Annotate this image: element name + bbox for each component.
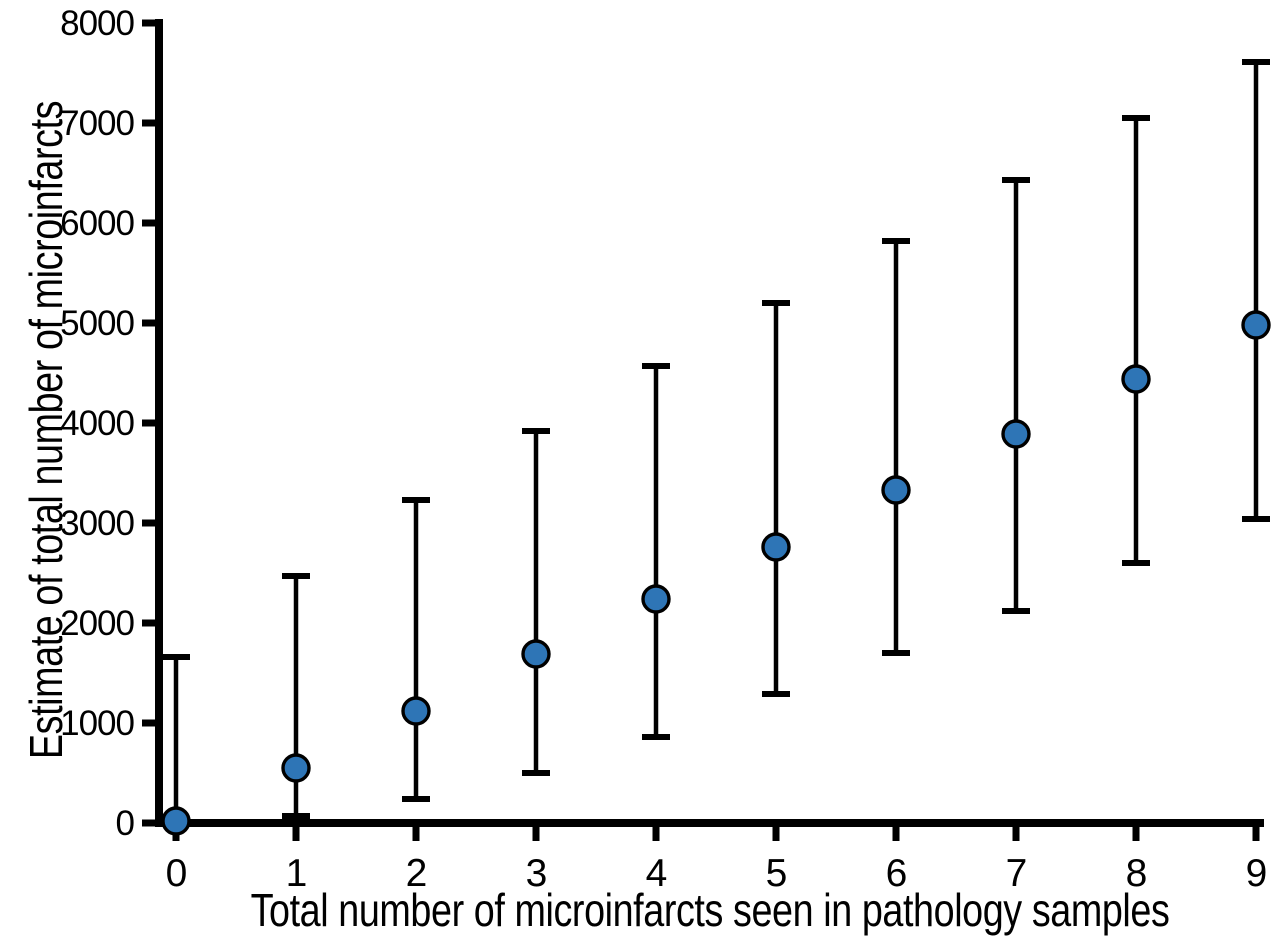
x-tick bbox=[652, 827, 660, 841]
error-bar-x8 bbox=[1133, 118, 1139, 563]
x-tick-label: 5 bbox=[766, 852, 787, 895]
data-point-x9 bbox=[1241, 310, 1271, 340]
error-bar-cap-lower-x6 bbox=[882, 650, 910, 656]
error-bar-cap-lower-x8 bbox=[1122, 560, 1150, 566]
data-point-x7 bbox=[1001, 419, 1031, 449]
error-bar-cap-upper-x8 bbox=[1122, 115, 1150, 121]
x-tick-label: 4 bbox=[646, 852, 667, 895]
error-bar-cap-upper-x2 bbox=[402, 497, 430, 503]
x-tick-label: 3 bbox=[526, 852, 547, 895]
error-bar-cap-upper-x9 bbox=[1242, 59, 1270, 65]
x-tick bbox=[412, 827, 420, 841]
x-tick-label: 9 bbox=[1246, 852, 1267, 895]
error-bar-x9 bbox=[1253, 62, 1259, 519]
y-tick-label: 1000 bbox=[60, 704, 134, 743]
y-tick-label: 0 bbox=[116, 804, 135, 843]
error-bar-cap-upper-x1 bbox=[282, 573, 310, 579]
y-tick-label: 3000 bbox=[60, 504, 134, 543]
x-axis-label: Total number of microinfarcts seen in pa… bbox=[250, 884, 1170, 936]
y-tick-label: 7000 bbox=[60, 104, 134, 143]
y-tick bbox=[142, 619, 155, 627]
y-tick-label: 6000 bbox=[60, 204, 134, 243]
x-tick bbox=[1012, 827, 1020, 841]
error-bar-cap-lower-x4 bbox=[642, 734, 670, 740]
data-point-x8 bbox=[1121, 364, 1151, 394]
error-bar-cap-upper-x0 bbox=[162, 654, 190, 660]
y-tick bbox=[142, 19, 155, 27]
error-bar-cap-upper-x7 bbox=[1002, 177, 1030, 183]
error-bar-x2 bbox=[413, 500, 419, 799]
y-tick-label: 5000 bbox=[60, 304, 134, 343]
error-bar-x4 bbox=[653, 366, 659, 737]
x-tick-label: 8 bbox=[1126, 852, 1147, 895]
error-bar-cap-lower-x3 bbox=[522, 770, 550, 776]
y-tick bbox=[142, 819, 155, 827]
x-tick-label: 0 bbox=[166, 852, 187, 895]
error-bar-x7 bbox=[1013, 180, 1019, 611]
y-axis-spine bbox=[155, 19, 163, 827]
error-bar-cap-upper-x3 bbox=[522, 428, 550, 434]
error-bar-x0 bbox=[173, 657, 179, 823]
x-tick bbox=[292, 827, 300, 841]
x-tick-label: 7 bbox=[1006, 852, 1027, 895]
error-bar-cap-lower-x1 bbox=[282, 813, 310, 819]
y-tick-label: 4000 bbox=[60, 404, 134, 443]
error-bar-cap-upper-x5 bbox=[762, 300, 790, 306]
x-tick-label: 2 bbox=[406, 852, 427, 895]
y-tick bbox=[142, 219, 155, 227]
error-bar-cap-upper-x6 bbox=[882, 238, 910, 244]
y-axis-label: Estimate of total number of microinfarct… bbox=[20, 100, 72, 760]
y-tick bbox=[142, 519, 155, 527]
error-bar-x1 bbox=[293, 576, 299, 816]
x-tick-label: 6 bbox=[886, 852, 907, 895]
x-axis-spine bbox=[155, 819, 1264, 827]
data-point-x3 bbox=[521, 639, 551, 669]
x-tick bbox=[532, 827, 540, 841]
error-bar-cap-lower-x5 bbox=[762, 691, 790, 697]
data-point-x4 bbox=[641, 584, 671, 614]
error-bar-cap-upper-x4 bbox=[642, 363, 670, 369]
error-bar-x6 bbox=[893, 241, 899, 653]
error-bar-cap-lower-x2 bbox=[402, 796, 430, 802]
x-tick-label: 1 bbox=[286, 852, 307, 895]
y-tick-label: 8000 bbox=[60, 4, 134, 43]
x-tick bbox=[1132, 827, 1140, 841]
x-tick bbox=[772, 827, 780, 841]
y-tick-label: 2000 bbox=[60, 604, 134, 643]
data-point-x1 bbox=[281, 753, 311, 783]
error-bar-cap-lower-x7 bbox=[1002, 608, 1030, 614]
error-bar-x3 bbox=[533, 431, 539, 773]
error-bar-x5 bbox=[773, 303, 779, 694]
data-point-x6 bbox=[881, 475, 911, 505]
data-point-x2 bbox=[401, 696, 431, 726]
error-bar-cap-lower-x9 bbox=[1242, 516, 1270, 522]
x-tick bbox=[1252, 827, 1260, 841]
y-tick bbox=[142, 719, 155, 727]
y-tick bbox=[142, 319, 155, 327]
data-point-x5 bbox=[761, 532, 791, 562]
y-tick bbox=[142, 419, 155, 427]
data-point-x0 bbox=[161, 806, 191, 836]
x-tick bbox=[892, 827, 900, 841]
y-tick bbox=[142, 119, 155, 127]
